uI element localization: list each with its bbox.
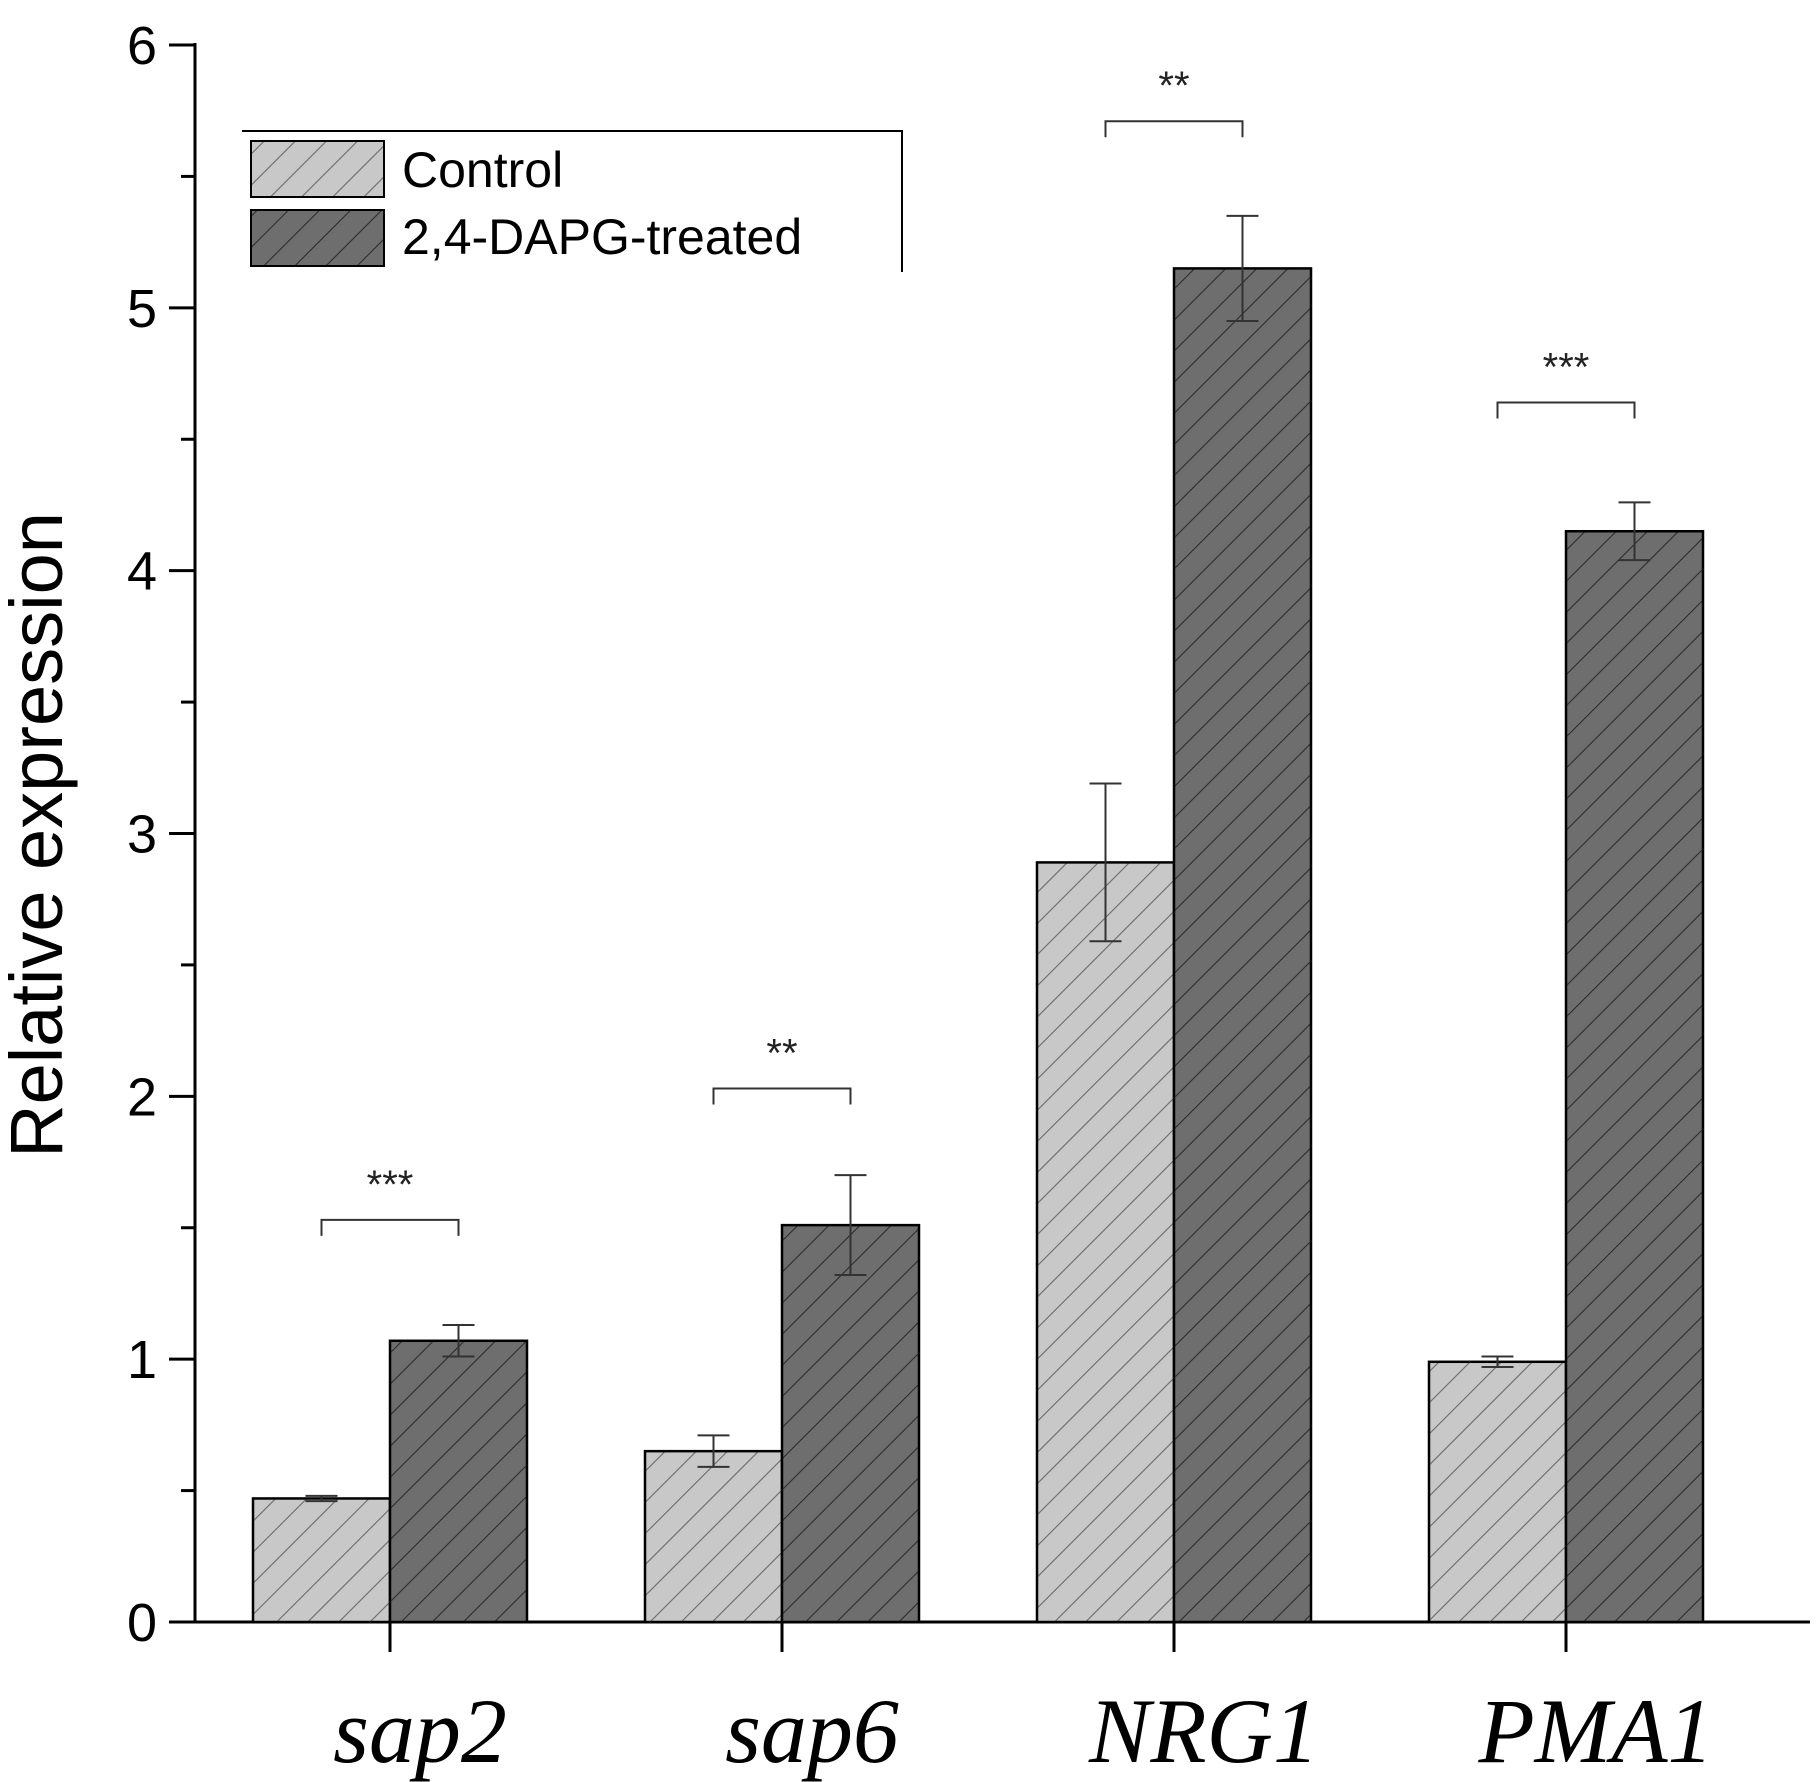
y-tick-label: 1 <box>127 1330 157 1390</box>
x-tick-label: NRG1 <box>1088 1680 1319 1782</box>
y-tick-label: 5 <box>127 279 157 339</box>
y-tick-label: 0 <box>127 1593 157 1653</box>
significance-bracket <box>1104 120 1244 138</box>
x-tick-label: sap2 <box>333 1680 507 1782</box>
legend: Control 2,4-DAPG-treated <box>242 130 903 272</box>
legend-label-treated: 2,4-DAPG-treated <box>402 209 802 265</box>
bar-control <box>1427 1360 1568 1624</box>
significance-bracket <box>1496 401 1636 419</box>
legend-swatch-treated <box>250 209 385 267</box>
legend-label-control: Control <box>402 142 563 198</box>
legend-swatch-control <box>250 140 385 198</box>
significance-label: ** <box>1158 64 1189 108</box>
significance-label: *** <box>367 1163 414 1207</box>
bar-control <box>1035 861 1176 1624</box>
x-tick-label: PMA1 <box>1477 1680 1713 1782</box>
bar-control <box>643 1449 784 1624</box>
y-tick-label: 3 <box>127 805 157 865</box>
y-tick-label: 4 <box>127 542 157 602</box>
y-axis-title: Relative expression <box>0 512 78 1158</box>
bar-treated <box>1172 267 1313 1624</box>
bar-control <box>251 1497 392 1624</box>
significance-bracket <box>320 1218 460 1236</box>
x-tick-label: sap6 <box>725 1680 899 1782</box>
bar-treated <box>388 1339 529 1624</box>
y-tick-label: 6 <box>127 16 157 76</box>
legend-frame <box>242 130 903 272</box>
significance-label: *** <box>1543 345 1590 389</box>
significance-label: ** <box>766 1031 797 1075</box>
significance-bracket <box>712 1087 852 1105</box>
bar-treated <box>780 1223 921 1624</box>
y-tick-label: 2 <box>127 1067 157 1127</box>
bar-treated <box>1564 529 1705 1624</box>
